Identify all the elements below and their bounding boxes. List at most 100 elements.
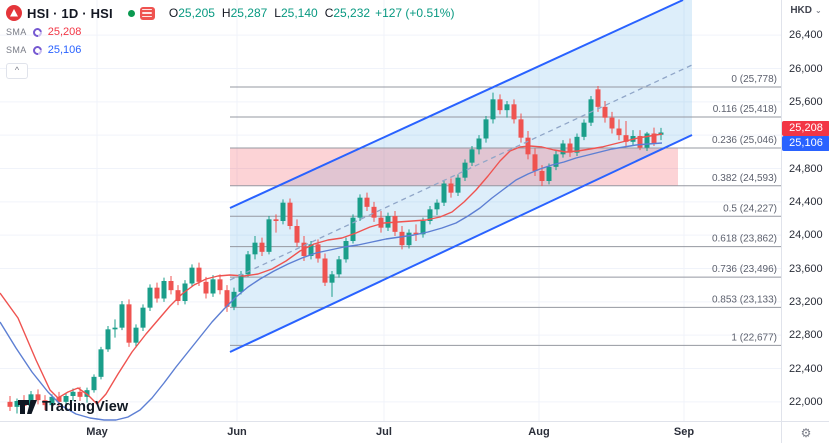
candle-body: [448, 183, 454, 193]
price-axis-label: 22,400: [789, 362, 823, 375]
legend-collapse-button[interactable]: ^: [6, 63, 28, 79]
time-axis[interactable]: May Jun Jul Aug Sep: [0, 421, 781, 443]
sma-label: SMA: [6, 27, 27, 37]
price-axis-label: 26,400: [789, 29, 823, 42]
candle-body: [420, 221, 426, 235]
candle-body: [294, 226, 300, 243]
candle-body: [266, 219, 272, 252]
candle-body: [455, 177, 461, 193]
candle-body: [245, 254, 251, 275]
candle-body: [553, 154, 559, 167]
sma-slow-line: [0, 142, 663, 421]
candle-body: [462, 162, 468, 178]
candle-body: [98, 349, 104, 377]
candle-body: [322, 258, 328, 283]
sma-loading-icon: [30, 25, 44, 39]
candle-body: [168, 281, 174, 291]
candle-body: [343, 241, 349, 260]
candle-body: [644, 133, 650, 148]
candle-body: [140, 307, 146, 328]
candle-body: [378, 217, 384, 228]
chevron-down-icon: ⌄: [814, 5, 822, 15]
candle-body: [273, 219, 279, 221]
chart-canvas[interactable]: 0 (25,778) 0.116 (25,418) 0.236 (25,046) 0.…: [0, 0, 781, 421]
sma-legend-row-2[interactable]: SMA 25,106: [6, 42, 454, 58]
candle-body: [63, 396, 69, 402]
candle-body: [49, 396, 55, 406]
axis-settings-corner[interactable]: ⚙: [781, 421, 829, 443]
tradingview-logo-icon: [18, 400, 37, 414]
symbol-legend-row[interactable]: HSI · 1D · HSI O25,205 H25,287 L25,140 C25,…: [6, 4, 454, 22]
price-axis-label: 24,400: [789, 195, 823, 208]
time-axis-label: Sep: [673, 426, 695, 438]
candle-body: [434, 202, 440, 210]
candle-body: [238, 274, 244, 292]
sma-legend-row-1[interactable]: SMA 25,208: [6, 24, 454, 40]
legend-menu-icon[interactable]: [139, 6, 155, 20]
gear-icon: ⚙: [800, 425, 812, 440]
candle-body: [497, 99, 503, 111]
time-axis-label: Jul: [376, 426, 392, 438]
symbol-title[interactable]: HSI · 1D · HSI: [27, 5, 113, 21]
candle-body: [511, 104, 517, 120]
candle-body: [532, 154, 538, 171]
candle-body: [56, 396, 62, 402]
candle-body: [616, 128, 622, 136]
sma-loading-icon: [30, 43, 44, 57]
candle-body: [595, 89, 601, 107]
fib-level-label: 0.5 (24,227): [723, 203, 777, 214]
candle-body: [588, 99, 594, 123]
sma-value: 25,208: [47, 26, 82, 38]
time-axis-label: Jun: [227, 426, 247, 438]
chart-pane[interactable]: 0 (25,778) 0.116 (25,418) 0.236 (25,046) 0.…: [0, 0, 781, 421]
candle-body: [441, 183, 447, 203]
candle-body: [357, 197, 363, 218]
candle-body: [287, 202, 293, 226]
candle-body: [469, 149, 475, 163]
candle-body: [259, 242, 265, 252]
candle-body: [399, 231, 405, 246]
candle-body: [546, 166, 552, 181]
candle-body: [406, 232, 412, 246]
candle-body: [371, 206, 377, 218]
sma-label: SMA: [6, 45, 27, 55]
candle-body: [609, 117, 615, 129]
channel-bottom-line[interactable]: [229, 134, 693, 353]
candle-body: [574, 136, 580, 153]
price-axis[interactable]: HKD ⌄ 26,40026,00025,60025,20024,80024,4…: [781, 0, 829, 421]
tradingview-logo[interactable]: TradingView: [18, 399, 128, 415]
candle-body: [126, 304, 132, 343]
fib-level-label: 0.382 (24,593): [712, 173, 777, 184]
price-axis-label: 26,000: [789, 62, 823, 75]
fib-level-label: 0.116 (25,418): [713, 104, 777, 115]
ohlc-item: H25,287: [221, 6, 268, 20]
candle-body: [203, 281, 209, 294]
candle-body: [154, 287, 160, 299]
candle-body: [518, 119, 524, 138]
price-axis-label: 22,000: [789, 395, 823, 408]
sma-fast-line: [0, 133, 663, 405]
candle-body: [77, 391, 83, 397]
candle-body: [623, 135, 629, 142]
price-axis-label: 24,000: [789, 229, 823, 242]
candle-body: [112, 327, 118, 330]
ohlc-item: C25,232: [324, 6, 371, 20]
fib-level-label: 0.618 (23,862): [712, 234, 777, 245]
candle-body: [189, 267, 195, 284]
symbol-logo-icon: [6, 5, 22, 21]
fib-level-label: 1 (22,677): [731, 332, 777, 343]
candle-body: [133, 327, 139, 343]
ohlc-values: O25,205 H25,287 L25,140 C25,232: [169, 6, 370, 20]
time-axis-label: May: [86, 426, 108, 438]
currency-selector[interactable]: HKD ⌄: [782, 0, 829, 20]
channel-top-line[interactable]: [229, 0, 684, 209]
channel-mid-line[interactable]: [229, 64, 693, 281]
price-axis-label: 22,800: [789, 329, 823, 342]
legend: HSI · 1D · HSI O25,205 H25,287 L25,140 C25,…: [6, 4, 454, 79]
candle-body: [196, 267, 202, 282]
candle-body: [42, 400, 48, 406]
sma-price-badge: 25,106: [782, 136, 829, 151]
ohlc-item: L25,140: [274, 6, 318, 20]
candle-body: [119, 304, 125, 328]
candle-body: [504, 104, 510, 111]
